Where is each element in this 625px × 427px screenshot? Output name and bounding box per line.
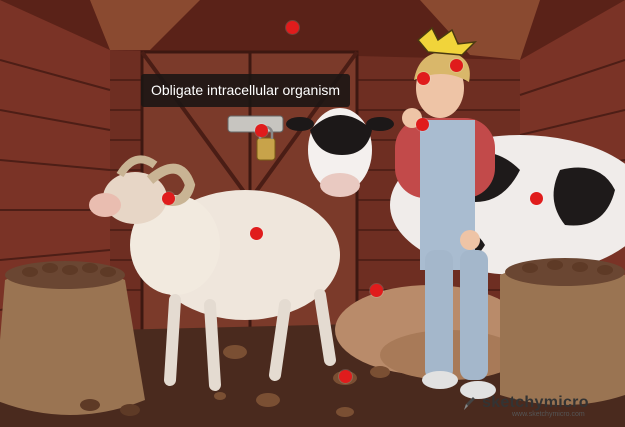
pencil-logo-icon [464, 397, 475, 410]
hotspot-roof[interactable] [285, 20, 299, 34]
hotspot-farmer-hand[interactable] [415, 117, 429, 131]
watermark-url: www.sketchymicro.com [512, 411, 585, 418]
hotspot-headache-symbol[interactable] [449, 58, 463, 72]
hotspot-tooltip: Obligate intracellular organism [141, 74, 351, 107]
hotspot-hay-pile[interactable] [369, 283, 383, 297]
hotspot-sheep-body[interactable] [249, 226, 263, 240]
hotspot-padlock[interactable] [254, 123, 268, 137]
watermark-brand: sketchymicro [482, 394, 589, 411]
hotspot-farmer-head[interactable] [416, 71, 430, 85]
hotspot-cow-body[interactable] [529, 191, 543, 205]
watermark: sketchymicro www.sketchymicro.com [464, 394, 589, 418]
hotspot-floor-droppings[interactable] [338, 369, 352, 383]
hotspot-sheep-head[interactable] [161, 191, 175, 205]
